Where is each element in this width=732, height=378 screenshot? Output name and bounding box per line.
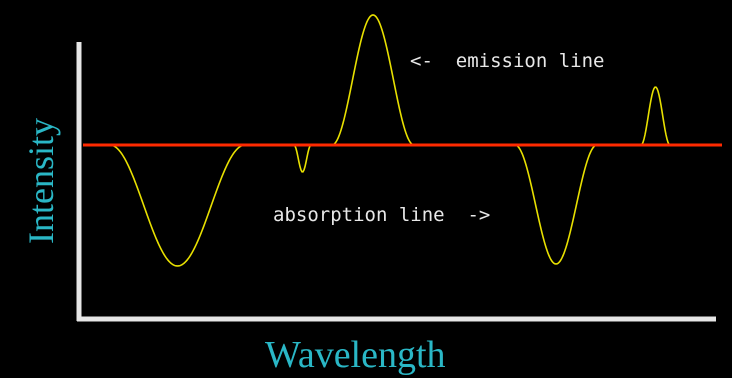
y-axis-label: Intensity bbox=[21, 118, 61, 244]
emission-line-label: <- emission line bbox=[410, 50, 604, 72]
absorption-line-label: absorption line -> bbox=[273, 204, 490, 226]
x-axis-label: Wavelength bbox=[265, 334, 446, 376]
